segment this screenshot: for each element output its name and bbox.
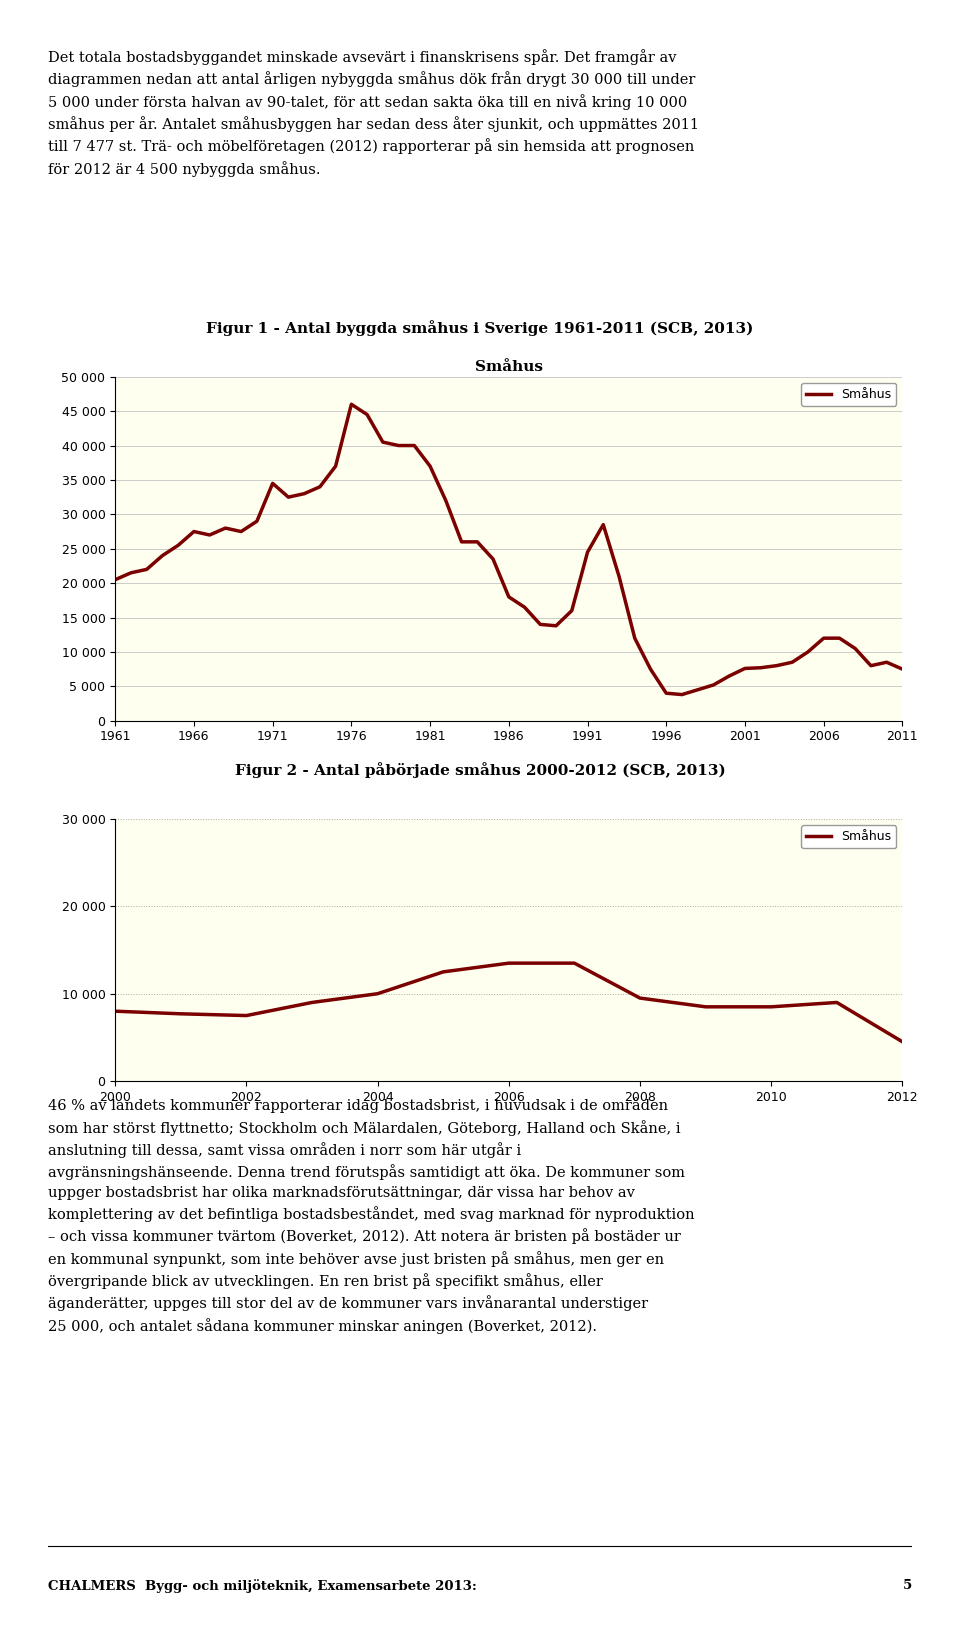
Text: Det totala bostadsbyggandet minskade avsevärt i finanskrisens spår. Det framgår : Det totala bostadsbyggandet minskade avs… bbox=[48, 49, 699, 177]
Text: 46 % av landets kommuner rapporterar idag bostadsbrist, i huvudsak i de områden
: 46 % av landets kommuner rapporterar ida… bbox=[48, 1097, 695, 1333]
Legend: Småhus: Småhus bbox=[801, 826, 896, 848]
Text: 5: 5 bbox=[902, 1579, 912, 1592]
Text: Figur 1 - Antal byggda småhus i Sverige 1961-2011 (SCB, 2013): Figur 1 - Antal byggda småhus i Sverige … bbox=[206, 319, 754, 336]
Text: CHALMERS  Bygg- och miljöteknik, Examensarbete 2013:: CHALMERS Bygg- och miljöteknik, Examensa… bbox=[48, 1579, 477, 1592]
Text: Figur 2 - Antal påbörjade småhus 2000-2012 (SCB, 2013): Figur 2 - Antal påbörjade småhus 2000-20… bbox=[234, 762, 726, 778]
Title: Småhus: Småhus bbox=[475, 360, 542, 373]
Legend: Småhus: Småhus bbox=[801, 383, 896, 406]
